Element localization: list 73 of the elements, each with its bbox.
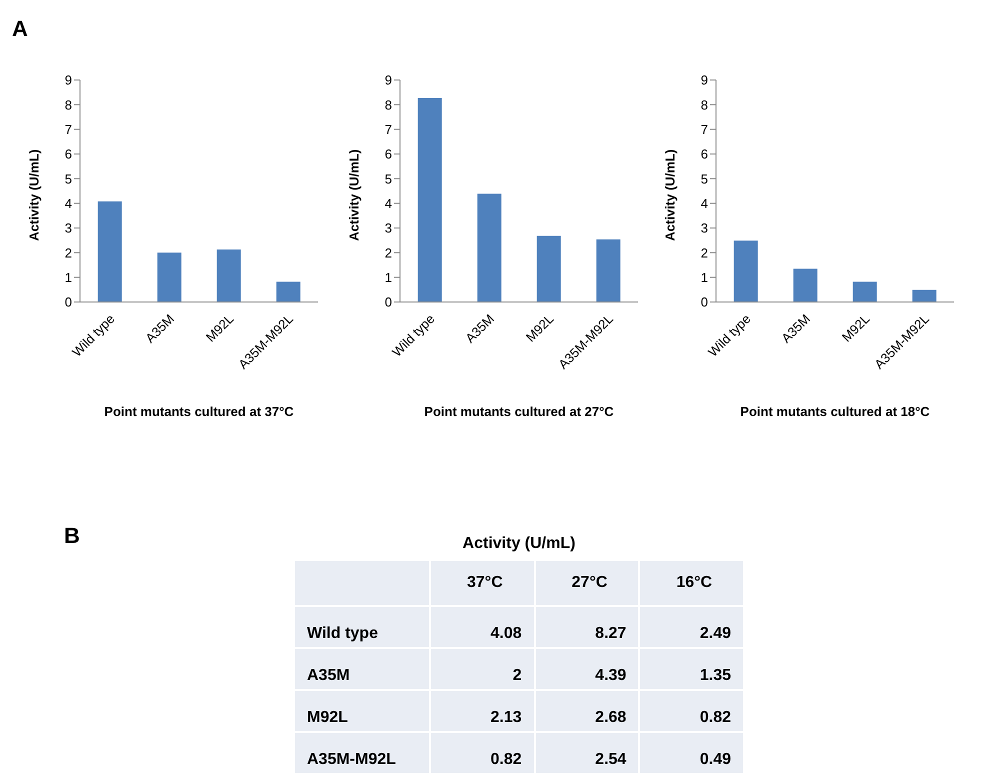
y-tick-label: 2 xyxy=(64,245,72,260)
y-tick-label: 9 xyxy=(384,72,392,88)
y-tick-label: 8 xyxy=(384,97,392,112)
bar xyxy=(793,268,818,302)
text: Activity (U/mL) xyxy=(462,535,576,553)
y-tick-label: 6 xyxy=(64,146,72,162)
text: B xyxy=(64,523,80,549)
y-axis-title: Activity (U/mL) xyxy=(346,149,362,241)
category-label: 16°C xyxy=(639,560,744,606)
x-axis-title: Point mutants cultured at 37°C xyxy=(104,404,294,419)
y-tick-label: 6 xyxy=(700,146,708,162)
text: 4.39 xyxy=(595,667,626,684)
y-tick-label: 2 xyxy=(700,245,708,260)
y-tick-label: 4 xyxy=(64,196,72,211)
bar xyxy=(912,290,936,302)
bar xyxy=(418,98,442,302)
text: 2 xyxy=(512,667,522,684)
y-tick-label: 5 xyxy=(64,171,72,186)
text: A xyxy=(12,16,28,42)
text: 8.27 xyxy=(595,625,626,642)
y-tick-label: 2 xyxy=(384,245,392,260)
text: 2.49 xyxy=(700,625,731,642)
category-label: A35M xyxy=(307,667,350,684)
y-tick-label: 7 xyxy=(64,122,72,137)
text: 2.54 xyxy=(595,751,626,768)
bar xyxy=(216,249,241,302)
category-label: Wild type xyxy=(307,625,378,642)
category-label: 37°C xyxy=(430,560,535,606)
y-tick-label: 5 xyxy=(700,171,708,186)
y-tick-label: 1 xyxy=(384,270,392,285)
category-label: A35M-M92L xyxy=(307,751,396,768)
x-axis-title: Point mutants cultured at 27°C xyxy=(424,404,614,419)
y-tick-label: 6 xyxy=(384,146,392,162)
text: 4.08 xyxy=(490,625,522,642)
y-tick-label: 3 xyxy=(700,220,708,236)
bar xyxy=(477,194,502,302)
text: 0.82 xyxy=(700,709,731,726)
text: 2.13 xyxy=(490,709,522,726)
bar xyxy=(596,239,620,302)
text: 1.35 xyxy=(700,667,731,684)
y-tick-label: 9 xyxy=(700,72,708,88)
y-tick-label: 9 xyxy=(64,72,72,88)
y-tick-label: 0 xyxy=(384,294,392,310)
bar xyxy=(536,236,561,302)
y-tick-label: 4 xyxy=(384,196,392,211)
y-axis-title: Activity (U/mL) xyxy=(26,149,42,241)
bar xyxy=(157,252,182,302)
category-label: M92L xyxy=(307,709,348,726)
x-tick-label: Wild type xyxy=(69,311,118,360)
y-tick-label: 0 xyxy=(64,294,72,310)
y-tick-label: 3 xyxy=(384,220,392,236)
y-tick-label: 0 xyxy=(700,294,708,310)
y-tick-label: 3 xyxy=(64,220,72,236)
bar xyxy=(276,282,300,302)
x-axis-title: Point mutants cultured at 18°C xyxy=(740,404,930,419)
bar xyxy=(98,201,122,302)
y-tick-label: 4 xyxy=(700,196,708,211)
category-label: 27°C xyxy=(534,560,640,606)
text: 0.82 xyxy=(490,751,522,768)
y-axis-title: Activity (U/mL) xyxy=(662,149,678,241)
text: 2.68 xyxy=(595,709,626,726)
y-tick-label: 8 xyxy=(64,97,72,112)
y-tick-label: 8 xyxy=(700,97,708,112)
text: 0.49 xyxy=(700,751,731,768)
x-tick-label: Wild type xyxy=(705,311,754,360)
y-tick-label: 1 xyxy=(64,270,72,285)
y-tick-label: 7 xyxy=(700,122,708,137)
y-tick-label: 5 xyxy=(384,171,392,186)
bar xyxy=(852,282,877,302)
y-tick-label: 7 xyxy=(384,122,392,137)
x-tick-label: Wild type xyxy=(389,311,438,360)
y-tick-label: 1 xyxy=(700,270,708,285)
bar xyxy=(734,240,758,302)
